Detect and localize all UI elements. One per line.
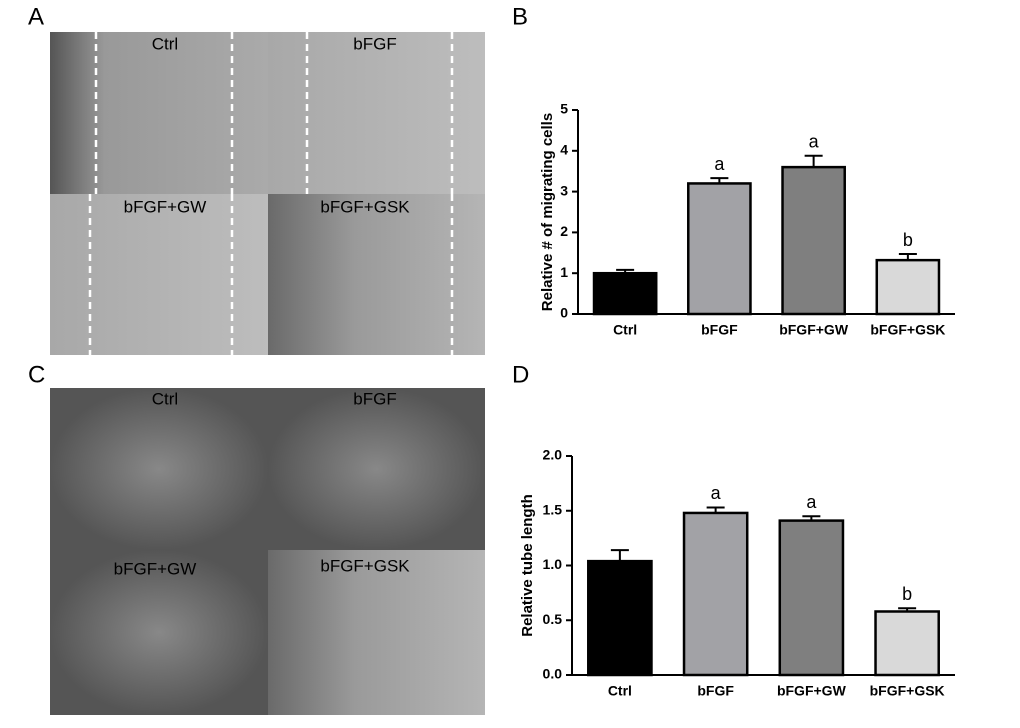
micrograph <box>268 32 485 194</box>
micrograph <box>50 550 268 715</box>
y-tick-label: 2.0 <box>543 447 563 463</box>
x-tick-label: Ctrl <box>608 683 632 699</box>
x-tick-label: Ctrl <box>613 322 637 338</box>
micrograph <box>268 194 485 355</box>
y-tick-label: 0.5 <box>543 611 563 627</box>
y-tick-label: 2 <box>560 223 568 239</box>
y-tick-label: 1.0 <box>543 556 563 572</box>
y-tick-label: 3 <box>560 182 568 198</box>
micrograph <box>50 32 268 194</box>
x-tick-label: bFGF+GSK <box>870 683 945 699</box>
y-tick-label: 1 <box>560 264 568 280</box>
y-tick-label: 0.0 <box>543 666 563 682</box>
bar <box>592 271 658 316</box>
significance-label: b <box>903 230 913 250</box>
migration-images: Ctrl bFGF bFGF+GW bFGF+GSK <box>50 32 485 355</box>
x-tick-label: bFGF <box>697 683 734 699</box>
bar <box>682 511 749 677</box>
y-axis-label: Relative tube length <box>519 494 536 637</box>
x-tick-label: bFGF+GW <box>779 322 849 338</box>
tube-images: Ctrl bFGF bFGF+GW bFGF+GSK <box>50 388 485 715</box>
y-axis-label: Relative # of migrating cells <box>539 113 556 311</box>
image-label: Ctrl <box>152 34 178 53</box>
image-label: bFGF+GSK <box>320 197 410 216</box>
y-tick-label: 4 <box>560 142 568 158</box>
significance-label: a <box>714 154 725 174</box>
bar <box>587 559 653 677</box>
panel-label: A <box>28 3 44 30</box>
x-tick-label: bFGF+GW <box>777 683 847 699</box>
panel-label: C <box>28 361 45 388</box>
micrograph <box>50 194 268 355</box>
image-label: bFGF+GSK <box>320 556 410 575</box>
bar <box>875 258 941 316</box>
panel-label: B <box>512 3 528 30</box>
significance-label: a <box>711 483 722 503</box>
y-tick-label: 5 <box>560 101 568 117</box>
y-tick-label: 0 <box>560 305 568 321</box>
image-label: bFGF <box>353 389 396 408</box>
bar <box>687 182 752 316</box>
micrograph <box>268 388 485 550</box>
micrograph <box>268 550 485 715</box>
significance-label: b <box>902 584 912 604</box>
bar <box>781 165 846 316</box>
x-tick-label: bFGF+GSK <box>870 322 945 338</box>
bar <box>874 610 940 677</box>
significance-label: a <box>809 131 820 151</box>
image-label: bFGF <box>353 34 396 53</box>
image-label: bFGF+GW <box>124 197 207 216</box>
y-tick-label: 1.5 <box>543 501 563 517</box>
significance-label: a <box>806 492 817 512</box>
micrograph <box>50 388 268 550</box>
x-tick-label: bFGF <box>701 322 738 338</box>
panel-label: D <box>512 361 529 388</box>
image-label: Ctrl <box>152 389 178 408</box>
bar <box>778 519 845 677</box>
image-label: bFGF+GW <box>114 559 197 578</box>
